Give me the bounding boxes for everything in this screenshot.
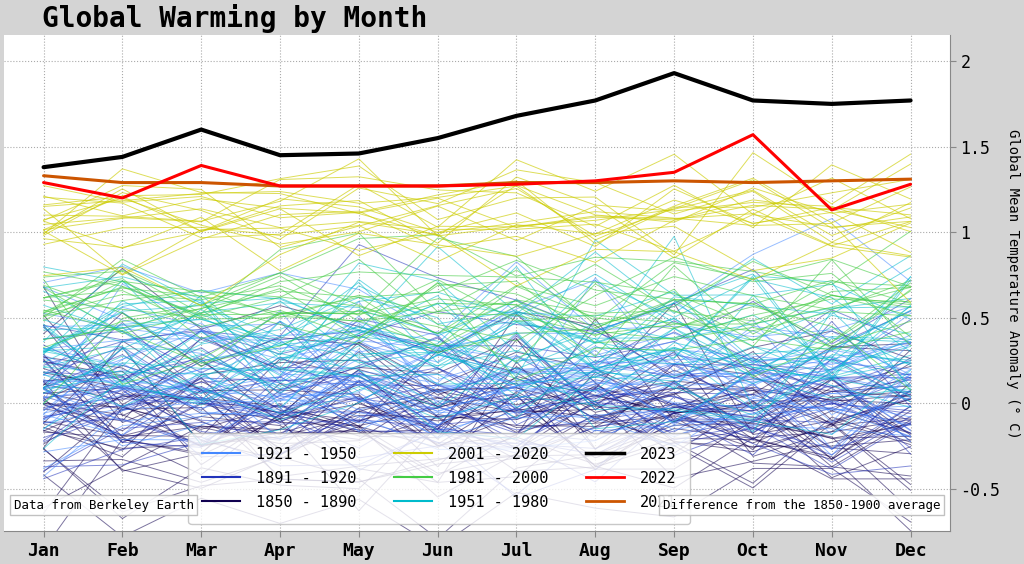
Y-axis label: Global Mean Temperature Anomaly (° C): Global Mean Temperature Anomaly (° C) (1006, 129, 1020, 438)
Text: Difference from the 1850-1900 average: Difference from the 1850-1900 average (663, 499, 940, 512)
Text: Global Warming by Month: Global Warming by Month (42, 4, 427, 33)
Text: Data from Berkeley Earth: Data from Berkeley Earth (13, 499, 194, 512)
Legend: 1921 - 1950, 1891 - 1920, 1850 - 1890, 2001 - 2020, 1981 - 2000, 1951 - 1980, 20: 1921 - 1950, 1891 - 1920, 1850 - 1890, 2… (188, 433, 690, 524)
